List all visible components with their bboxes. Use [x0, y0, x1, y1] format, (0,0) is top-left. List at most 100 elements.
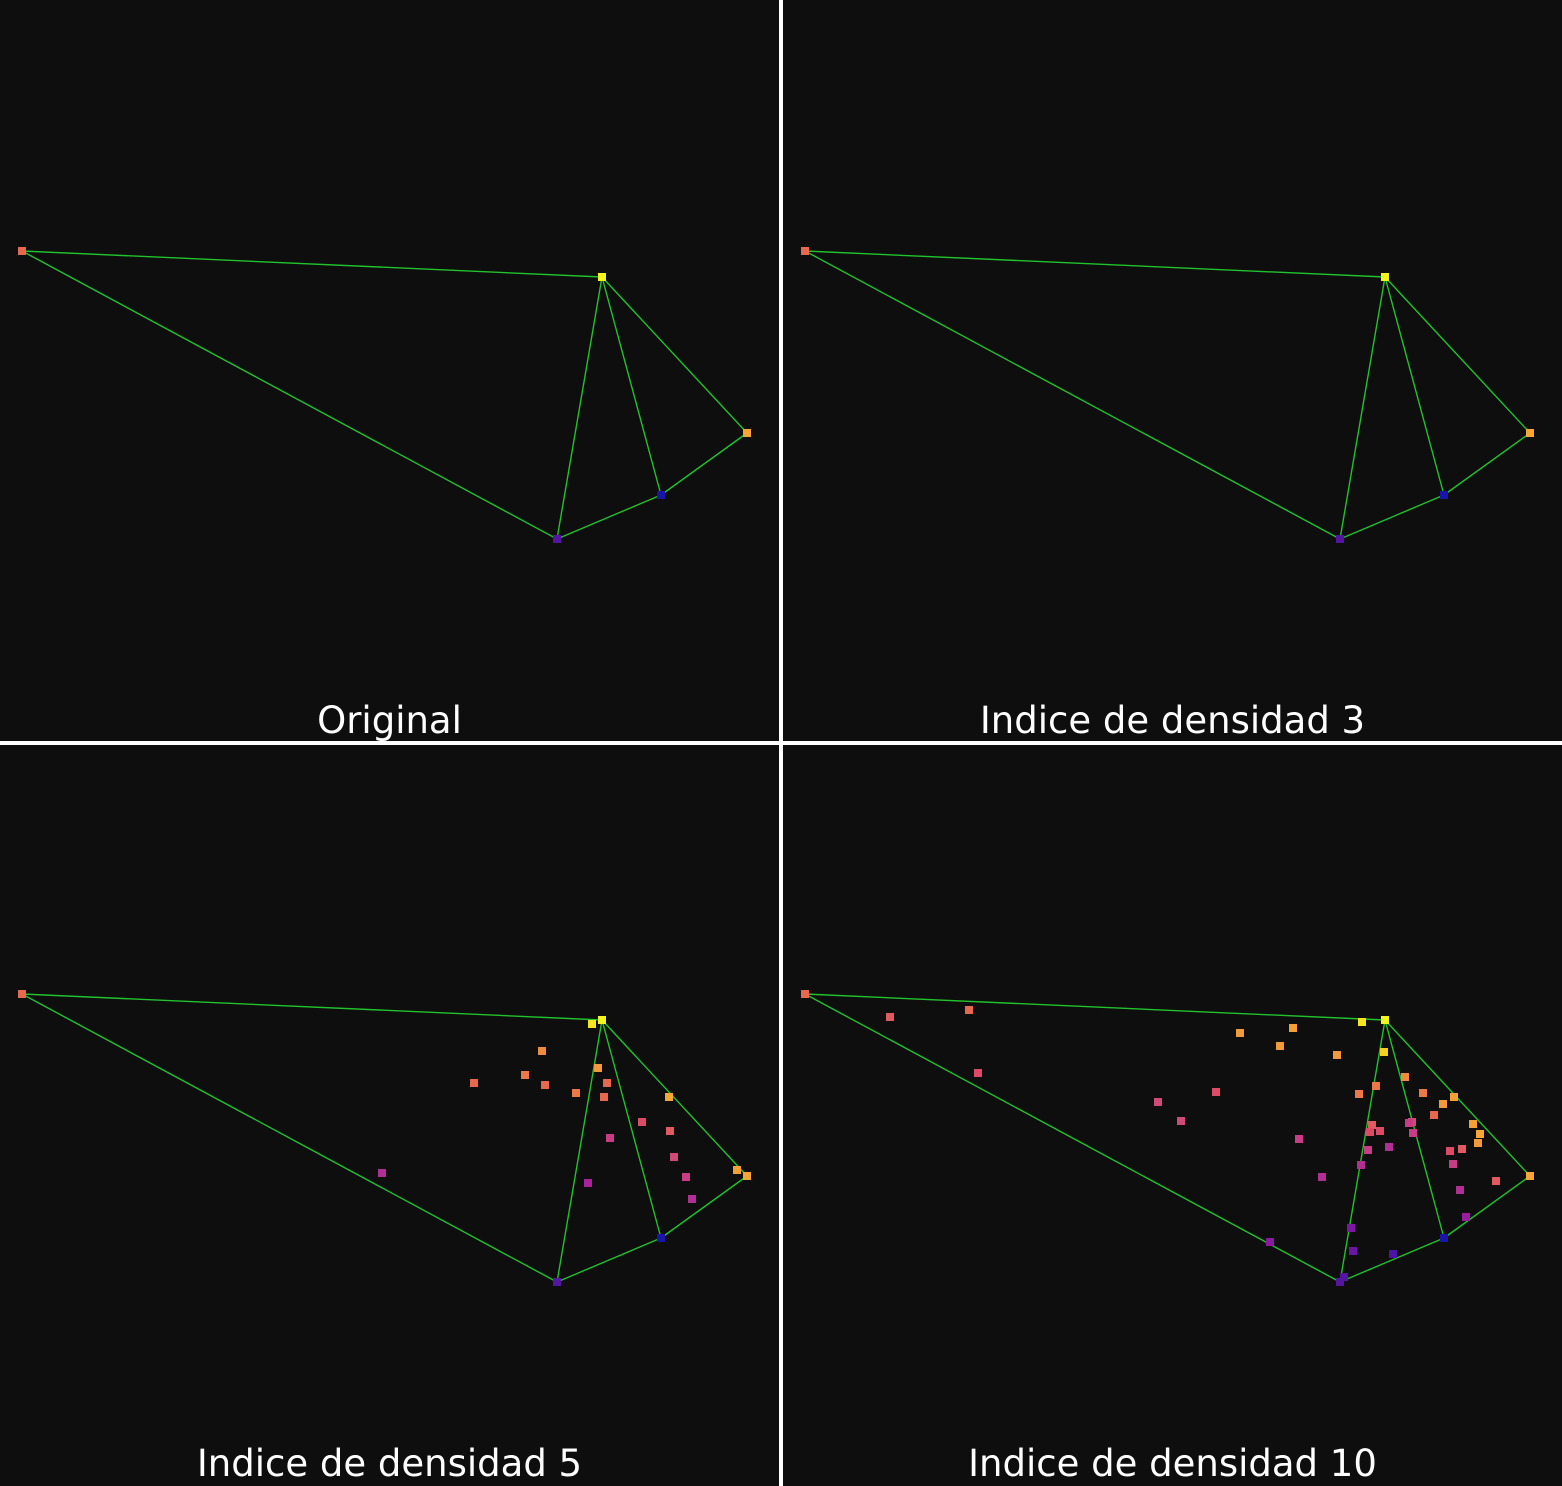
mesh-vertex [553, 535, 561, 543]
density-point [1430, 1111, 1438, 1119]
mesh-vertex [1526, 1172, 1534, 1180]
mesh-density-10 [801, 990, 1534, 1286]
mesh-original [18, 247, 751, 543]
mesh-vertex [1440, 1234, 1448, 1242]
density-point [1462, 1213, 1470, 1221]
density-point [1380, 1048, 1388, 1056]
density-point [1409, 1129, 1417, 1137]
mesh-vertex [1526, 429, 1534, 437]
mesh-vertex [18, 247, 26, 255]
mesh-edge [1443, 432, 1531, 496]
density-point [665, 1093, 673, 1101]
mesh-vertex [743, 429, 751, 437]
density-point [1333, 1051, 1341, 1059]
density-point [1318, 1173, 1326, 1181]
density-point [1266, 1238, 1274, 1246]
mesh-edge [556, 276, 603, 540]
mesh-edge [1339, 1237, 1445, 1283]
density-point [733, 1166, 741, 1174]
density-point [682, 1173, 690, 1181]
mesh-vertex [657, 491, 665, 499]
density-point [1357, 1161, 1365, 1169]
density-point [538, 1047, 546, 1055]
mesh-vertex [18, 990, 26, 998]
mesh-vertex [1336, 535, 1344, 543]
mesh-vertex [657, 1234, 665, 1242]
density-point [1458, 1145, 1466, 1153]
mesh-edge [601, 1019, 748, 1177]
density-point [1289, 1024, 1297, 1032]
mesh-edge [21, 250, 603, 278]
panel-density-10: Indice de densidad 10 [783, 745, 1562, 1486]
density-point [1389, 1250, 1397, 1258]
mesh-edge [1339, 1019, 1386, 1283]
mesh-density-3 [801, 247, 1534, 543]
density-point [1476, 1130, 1484, 1138]
density-point [965, 1006, 973, 1014]
density-point [1439, 1100, 1447, 1108]
density-point [603, 1079, 611, 1087]
panel-original: Original [0, 0, 779, 741]
mesh-vertex [1381, 1016, 1389, 1024]
density-point [470, 1079, 478, 1087]
density-point [1347, 1224, 1355, 1232]
density-point [584, 1179, 592, 1187]
density-point [521, 1071, 529, 1079]
mesh-edge [21, 993, 558, 1283]
panel-density-3: Indice de densidad 3 [783, 0, 1562, 741]
density-point [1177, 1117, 1185, 1125]
mesh-vertex [743, 1172, 751, 1180]
mesh-edge [804, 250, 1386, 278]
mesh-edge [660, 1175, 748, 1239]
density-point [1401, 1073, 1409, 1081]
mesh-edge [1384, 276, 1531, 434]
density-point [666, 1127, 674, 1135]
panel-caption: Indice de densidad 3 [979, 699, 1366, 741]
density-point [1364, 1146, 1372, 1154]
mesh-edge [804, 250, 1341, 540]
density-point [600, 1093, 608, 1101]
density-point [1446, 1147, 1454, 1155]
mesh-edge [556, 1237, 662, 1283]
density-point [638, 1118, 646, 1126]
density-point [1212, 1088, 1220, 1096]
mesh-edge [804, 993, 1341, 1283]
density-point [1236, 1029, 1244, 1037]
density-point [606, 1134, 614, 1142]
density-point [688, 1195, 696, 1203]
density-point [594, 1064, 602, 1072]
density-point [541, 1081, 549, 1089]
density-point [1469, 1120, 1477, 1128]
panel-caption: Indice de densidad 10 [968, 1442, 1377, 1485]
mesh-edge [556, 494, 662, 540]
density-point [1349, 1247, 1357, 1255]
density-point [588, 1020, 596, 1028]
density-point [1376, 1127, 1384, 1135]
density-point [1368, 1121, 1376, 1129]
density-point [1340, 1273, 1348, 1281]
density-point [1276, 1042, 1284, 1050]
density-point [1372, 1082, 1380, 1090]
density-point [670, 1153, 678, 1161]
mesh-edge [21, 993, 603, 1021]
density-point [1492, 1177, 1500, 1185]
density-point [378, 1169, 386, 1177]
panel-density-5: Indice de densidad 5 [0, 745, 779, 1486]
mesh-edge [21, 250, 558, 540]
mesh-edge [1339, 494, 1445, 540]
panel-caption: Original [317, 699, 462, 741]
density-point [1405, 1119, 1413, 1127]
mesh-edge [1443, 1175, 1531, 1239]
mesh-edge [1339, 276, 1386, 540]
density-point [572, 1089, 580, 1097]
mesh-vertex [1381, 273, 1389, 281]
density-point [1474, 1139, 1482, 1147]
mesh-edge [804, 993, 1386, 1021]
mesh-edge [556, 1019, 603, 1283]
density-point [1358, 1018, 1366, 1026]
density-point [1449, 1160, 1457, 1168]
mesh-edge [601, 1019, 662, 1239]
density-point [1456, 1186, 1464, 1194]
density-point [1450, 1093, 1458, 1101]
